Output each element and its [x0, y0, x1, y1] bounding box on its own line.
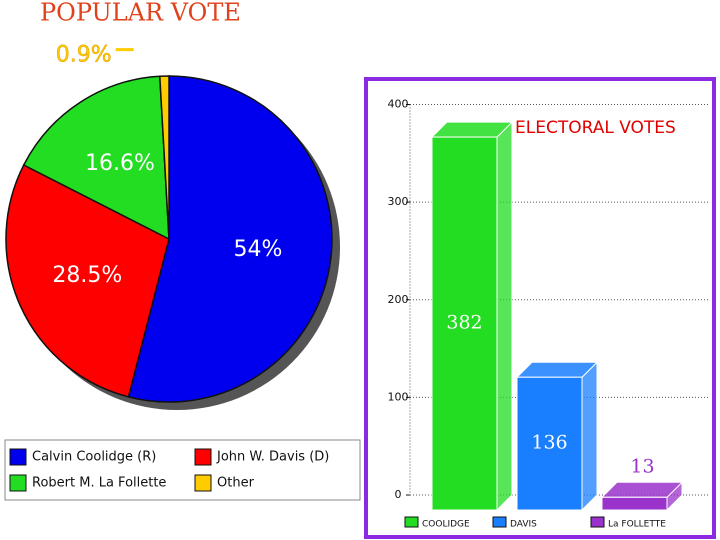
pie-value-label: 54% [233, 237, 282, 262]
bar-value-label: 136 [531, 432, 567, 454]
legend-label: COOLIDGE [422, 520, 470, 530]
legend-swatch [590, 516, 605, 528]
bar-side [581, 361, 598, 512]
bar-value-label: 382 [446, 312, 482, 334]
legend-label: Robert M. La Follette [32, 476, 166, 491]
pie-slice [22, 75, 170, 241]
bar-panel [364, 77, 716, 539]
y-tick-label: 300 [388, 195, 409, 208]
pie-value-label: 16.6% [85, 151, 155, 176]
bar [601, 496, 668, 511]
legend-swatch [9, 448, 27, 466]
y-tick-label: 400 [388, 98, 409, 111]
bar-side [496, 120, 513, 512]
legend-label: DAVIS [510, 520, 537, 530]
legend-swatch [492, 516, 507, 528]
y-tick-label: 0 [395, 488, 402, 501]
legend-label: La FOLLETTE [608, 520, 666, 530]
pie-title: POPULAR VOTE [40, 0, 241, 27]
y-tick-label: 200 [388, 293, 409, 306]
pie-legend-box [4, 439, 361, 501]
legend-swatch [404, 516, 419, 528]
legend-label: John W. Davis (D) [216, 450, 329, 465]
pie-value-label: 28.5% [52, 263, 122, 288]
bar [431, 136, 498, 511]
legend-label: Calvin Coolidge (R) [32, 450, 156, 465]
bar-value-label: 13 [630, 455, 654, 477]
legend-swatch [9, 474, 27, 492]
pie-value-label: 0.9% [56, 43, 112, 68]
pie-slice [5, 163, 170, 398]
pie-slice [127, 75, 333, 403]
bar [516, 376, 583, 511]
legend-swatch [194, 448, 212, 466]
y-tick-label: 100 [388, 390, 409, 403]
bar-title: ELECTORAL VOTES [515, 118, 676, 138]
pie-slice [158, 75, 170, 240]
legend-swatch [194, 474, 212, 492]
legend-label: Other [217, 476, 255, 491]
